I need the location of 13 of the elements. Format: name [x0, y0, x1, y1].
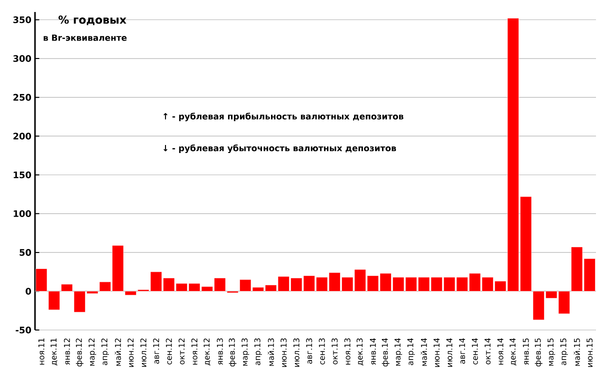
y-tick-label: 0 [26, 288, 32, 295]
chart-title: % годовых [58, 16, 126, 26]
text: в Br-эквиваленте [44, 34, 127, 41]
annotation: ↓ - рублевая убыточность валютных депозитов [164, 144, 396, 154]
y-tick-label: 50 [20, 249, 32, 256]
annotation: ↑ - рублевая прибыльность валютных депозитов [164, 112, 404, 122]
y-tick-label: -50 [16, 326, 32, 334]
y-tick-label: 100 [14, 210, 32, 218]
y-tick-label: 300 [13, 55, 32, 62]
y-tick-label: 150 [14, 171, 32, 178]
y-tick-label: 350 [13, 16, 32, 24]
y-tick-label: 200 [13, 132, 32, 140]
y-tick-label: 250 [13, 94, 32, 101]
